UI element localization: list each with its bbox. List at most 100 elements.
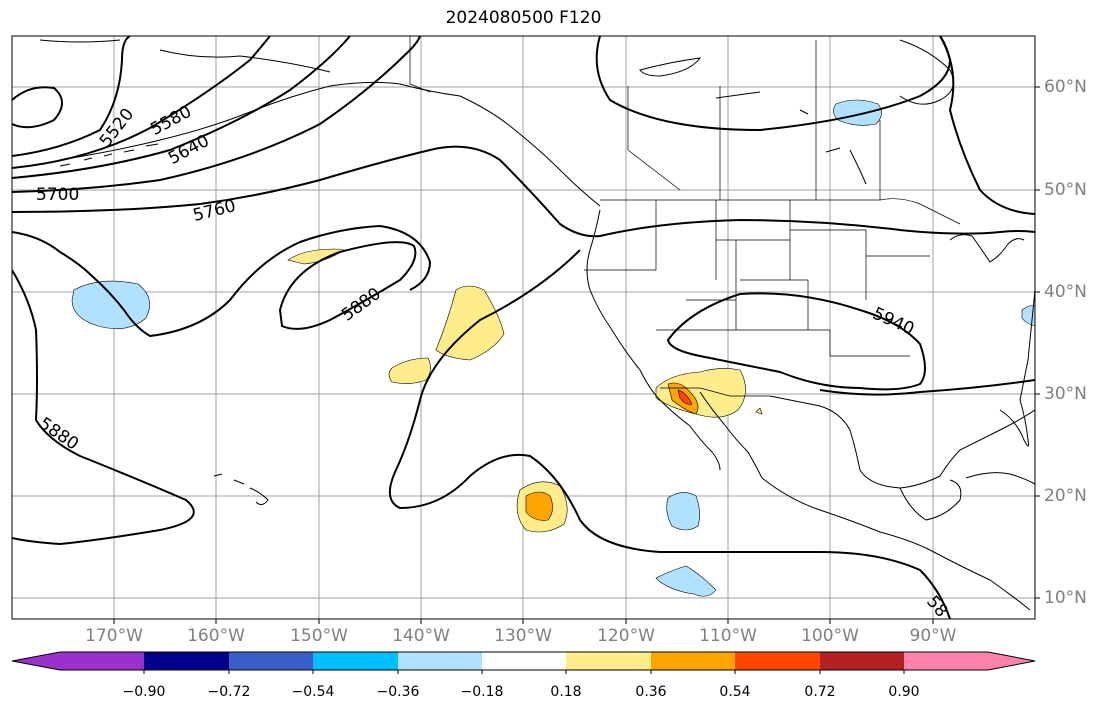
colorbar-segment <box>566 652 651 670</box>
colorbar-tick-label: −0.18 <box>460 684 504 700</box>
height-contours <box>12 36 1035 619</box>
positive-anomaly-pacific-small <box>287 248 345 265</box>
gulf-of-california <box>699 391 763 479</box>
contour-5880-main <box>12 269 195 546</box>
mexico-pacific-coast <box>761 477 1031 611</box>
positive-anomaly-pacific-west <box>388 357 431 384</box>
gulf-coast <box>769 395 1035 489</box>
contour-5880-east <box>389 249 951 619</box>
latitude-label: 50°N <box>1044 180 1087 200</box>
longitude-label: 100°W <box>801 626 859 646</box>
colorbar-tick-label: 0.54 <box>719 684 751 700</box>
coastlines <box>39 39 1035 611</box>
longitude-label: 130°W <box>494 626 552 646</box>
negative-anomaly-mexico-pacific <box>666 492 700 531</box>
longitude-label: 110°W <box>699 626 757 646</box>
colorbar-tick-label: −0.90 <box>122 684 166 700</box>
florida <box>999 399 1029 447</box>
aleutian-islands <box>59 143 159 167</box>
contour-label: 5760 <box>191 196 238 226</box>
map-frame <box>11 35 1040 624</box>
colorbar-tick-label: 0.72 <box>804 684 836 700</box>
latitude-label: 40°N <box>1044 282 1087 302</box>
contour-5580 <box>12 36 271 169</box>
alaska-coast <box>59 81 601 207</box>
cuba <box>965 472 1035 485</box>
latitude-label: 60°N <box>1044 77 1087 97</box>
contour-5700 <box>12 36 421 193</box>
contour-label: 5700 <box>36 185 79 205</box>
hawaii-islands <box>213 473 269 506</box>
alaska-canada-border <box>409 36 431 93</box>
colorbar-extend-low <box>12 652 60 670</box>
colorbar-outline <box>11 651 1036 671</box>
strong-anomaly-hurricane <box>525 491 553 521</box>
colorbar-segment <box>60 652 144 670</box>
contour-5640 <box>12 36 351 179</box>
canada-provinces <box>627 40 881 200</box>
great-lakes <box>949 234 1025 263</box>
colorbar-segment <box>904 652 988 670</box>
contour-label: 5880 <box>35 414 82 455</box>
colorbar-tick-label: −0.54 <box>291 684 335 700</box>
longitude-label: 160°W <box>187 626 245 646</box>
us-canada-border <box>600 198 961 225</box>
contour-5760 <box>12 145 1035 238</box>
contour-label: 5580 <box>147 102 195 140</box>
contour-5880-west <box>12 224 432 338</box>
latitude-label: 30°N <box>1044 384 1087 404</box>
contour-5700-north <box>595 36 952 132</box>
colorbar-segment <box>735 652 820 670</box>
longitude-label: 120°W <box>597 626 655 646</box>
contour-5940-east <box>819 379 1035 396</box>
contour-5880-closed <box>278 241 417 330</box>
contour-5520 <box>12 36 131 157</box>
colorbar-tick-label: 0.36 <box>635 684 667 700</box>
political-borders <box>409 36 961 397</box>
longitude-label: 90°W <box>909 626 957 646</box>
colorbar-segment <box>313 652 398 670</box>
contour-5760-north <box>939 36 1035 215</box>
colorbar <box>11 651 1036 674</box>
contour-labels: 5520 5580 5640 5700 5760 5880 5880 5940 … <box>35 102 951 622</box>
baja-california <box>659 399 721 471</box>
colorbar-segment <box>482 652 566 670</box>
colorbar-segment <box>820 652 904 670</box>
colorbar-tick-label: −0.36 <box>376 684 420 700</box>
yucatan <box>899 479 962 521</box>
east-coast-us <box>1019 289 1035 401</box>
contour-5940 <box>666 292 926 391</box>
latitude-label: 20°N <box>1044 486 1087 506</box>
contour-label: 5940 <box>869 304 917 340</box>
contour-5520-low <box>12 86 63 129</box>
negative-anomaly-north-pacific <box>71 280 150 329</box>
longitude-label: 150°W <box>290 626 348 646</box>
contour-label: 5880 <box>338 284 385 326</box>
longitude-label: 140°W <box>392 626 450 646</box>
negative-anomaly-tropical-pacific <box>655 565 717 597</box>
map-title: 2024080500 F120 <box>445 8 602 28</box>
us-mexico-border <box>660 387 770 397</box>
contour-label: 58 <box>922 592 951 621</box>
colorbar-segment <box>651 652 735 670</box>
gridlines <box>12 36 1035 619</box>
colorbar-extend-high <box>988 652 1035 670</box>
colorbar-segment <box>398 652 482 670</box>
latitude-label: 10°N <box>1044 588 1087 608</box>
colorbar-tick-label: 0.18 <box>550 684 582 700</box>
us-states-interior <box>584 200 930 357</box>
negative-anomaly-canada <box>833 99 882 126</box>
colorbar-segment <box>144 652 229 670</box>
west-coast-us <box>586 209 661 401</box>
longitude-label: 170°W <box>85 626 143 646</box>
positive-anomaly-pacific-center <box>435 285 505 361</box>
positive-anomaly-texas <box>755 407 763 415</box>
alaska-north-coast <box>39 39 331 73</box>
colorbar-tick-label: −0.72 <box>207 684 251 700</box>
colorbar-tick-label: 0.90 <box>888 684 920 700</box>
colorbar-segment <box>229 652 313 670</box>
canada-islands <box>639 57 867 185</box>
core-anomaly-southwest <box>677 389 693 405</box>
hudson-bay <box>899 39 954 105</box>
